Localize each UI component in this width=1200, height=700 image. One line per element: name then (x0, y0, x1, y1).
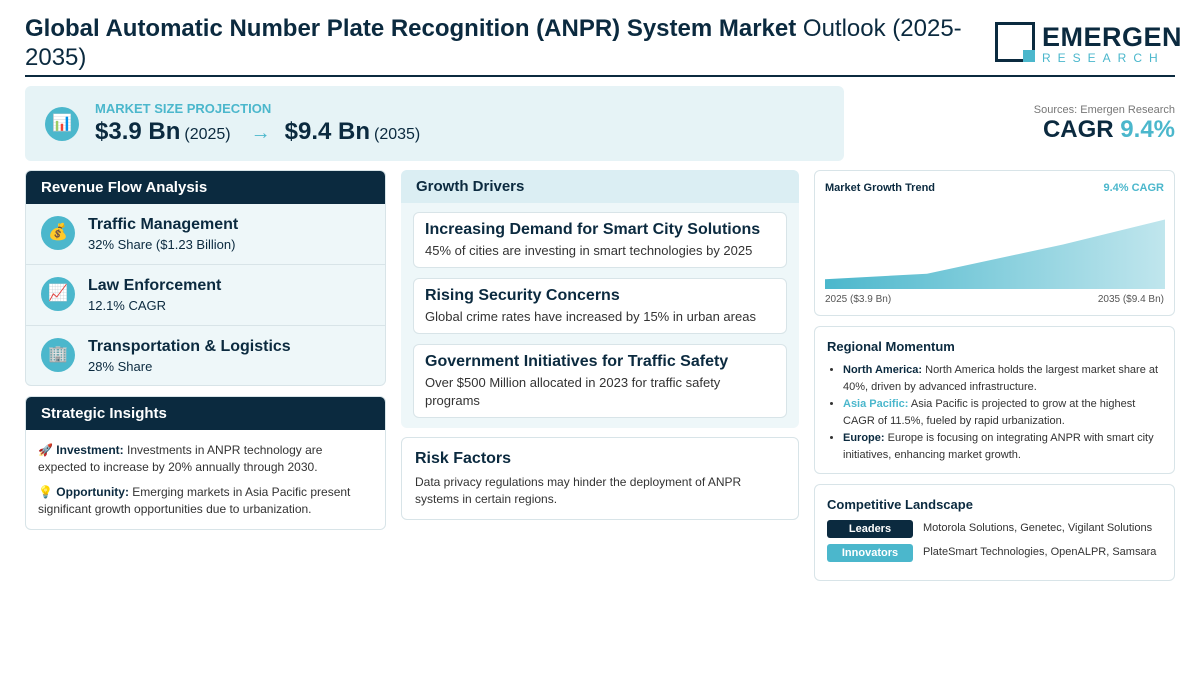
revenue-item-sub: 32% Share ($1.23 Billion) (88, 237, 236, 252)
insight-label: Opportunity: (56, 485, 129, 499)
start-year: (2025) (184, 126, 231, 143)
revenue-flow-panel: Revenue Flow Analysis 💰 Traffic Manageme… (25, 170, 386, 386)
competitor-tag: Leaders (827, 520, 913, 538)
growth-driver-title: Increasing Demand for Smart City Solutio… (425, 221, 761, 238)
competitor-row: Innovators PlateSmart Technologies, Open… (827, 544, 1162, 568)
region-list: North America: North America holds the l… (827, 362, 1162, 464)
sources-text: Sources: Emergen Research (1033, 104, 1175, 116)
risk-factors-heading: Risk Factors (415, 450, 512, 467)
revenue-item-sub: 12.1% CAGR (88, 298, 167, 313)
strategic-insights-body: 🚀 Investment: Investments in ANPR techno… (26, 430, 385, 529)
strategic-insights-panel: Strategic Insights 🚀 Investment: Investm… (25, 396, 386, 530)
trend-cagr: 9.4% CAGR (1103, 182, 1164, 194)
trend-chart-icon: 📈 (41, 277, 75, 311)
revenue-item: 💰 Traffic Management 32% Share ($1.23 Bi… (26, 204, 385, 265)
growth-driver-card: Increasing Demand for Smart City Solutio… (413, 212, 787, 268)
trend-end-label: 2035 ($9.4 Bn) (1097, 294, 1164, 305)
revenue-item-title: Transportation & Logistics (88, 338, 291, 355)
market-growth-trend-panel: Market Growth Trend 9.4% CAGR 2025 ($3.9… (814, 170, 1175, 316)
risk-factors-text: Data privacy regulations may hinder the … (415, 475, 742, 506)
strategic-insights-heading: Strategic Insights (26, 397, 385, 430)
chart-icon: 📊 (45, 107, 79, 141)
insight-item: 💡 Opportunity: Emerging markets in Asia … (38, 484, 373, 518)
competitor-tag: Innovators (827, 544, 913, 562)
page-header: Global Automatic Number Plate Recognitio… (25, 14, 1182, 77)
revenue-item-title: Law Enforcement (88, 277, 222, 294)
growth-driver-card: Government Initiatives for Traffic Safet… (413, 344, 787, 418)
revenue-item-sub: 28% Share (88, 359, 153, 374)
insight-label: Investment: (56, 443, 124, 457)
start-value: $3.9 Bn (95, 118, 181, 145)
risk-factors-panel: Risk Factors Data privacy regulations ma… (401, 437, 799, 520)
competitive-landscape-panel: Competitive Landscape Leaders Motorola S… (814, 484, 1175, 581)
building-icon: 🏢 (41, 338, 75, 372)
region-item: North America: North America holds the l… (843, 362, 1162, 396)
lightbulb-icon: 💡 (38, 485, 53, 499)
insight-text: Investments in ANPR technology are expec… (38, 443, 323, 474)
growth-driver-title: Rising Security Concerns (425, 287, 620, 304)
logo-sub-text: RESEARCH (1042, 51, 1165, 65)
end-year: (2035) (374, 126, 421, 143)
page-title: Global Automatic Number Plate Recognitio… (25, 14, 975, 72)
growth-driver-title: Government Initiatives for Traffic Safet… (425, 353, 729, 370)
money-bag-icon: 💰 (41, 216, 75, 250)
competitor-row: Leaders Motorola Solutions, Genetec, Vig… (827, 520, 1162, 544)
trend-area-series (825, 219, 1165, 289)
projection-values: $3.9 Bn (2025) → $9.4 Bn (2035) (95, 118, 420, 146)
market-size-projection: 📊 MARKET SIZE PROJECTION $3.9 Bn (2025) → $… (25, 86, 844, 161)
trend-start-label: 2025 ($3.9 Bn) (825, 294, 892, 305)
brand-logo: EMERGEN RESEARCH (995, 22, 1182, 65)
region-text: North America holds the largest market s… (843, 364, 1159, 393)
insight-text: Emerging markets in Asia Pacific present… (38, 485, 351, 516)
title-rest: Outlook (2025-2035) (25, 15, 962, 71)
logo-main-text: EMERGEN (1042, 22, 1183, 52)
region-item: Europe: Europe is focusing on integratin… (843, 430, 1162, 464)
growth-driver-card: Rising Security Concerns Global crime ra… (413, 278, 787, 334)
trend-area-chart (825, 219, 1165, 289)
regional-momentum-heading: Regional Momentum (827, 339, 955, 354)
cagr-label: CAGR (1042, 116, 1114, 143)
region-text: Asia Pacific is projected to grow at the… (843, 398, 1136, 427)
competitor-names: PlateSmart Technologies, OpenALPR, Samsa… (923, 546, 1157, 558)
growth-driver-sub: 45% of cities are investing in smart tec… (425, 243, 753, 258)
competitive-landscape-heading: Competitive Landscape (827, 497, 973, 512)
region-text: Europe is focusing on integrating ANPR w… (843, 432, 1154, 461)
logo-mark (995, 22, 1035, 62)
regional-momentum-panel: Regional Momentum North America: North A… (814, 326, 1175, 474)
rocket-icon: 🚀 (38, 443, 53, 457)
growth-driver-sub: Over $500 Million allocated in 2023 for … (425, 375, 721, 408)
trend-heading: Market Growth Trend (825, 182, 936, 194)
projection-label: MARKET SIZE PROJECTION (95, 101, 272, 116)
cagr-value: 9.4% (1120, 116, 1175, 143)
revenue-flow-heading: Revenue Flow Analysis (26, 171, 385, 204)
revenue-item-title: Traffic Management (88, 216, 239, 233)
growth-driver-sub: Global crime rates have increased by 15%… (425, 309, 756, 324)
growth-drivers-panel: Growth Drivers Increasing Demand for Sma… (401, 170, 799, 428)
revenue-item: 🏢 Transportation & Logistics 28% Share (26, 326, 385, 385)
growth-drivers-heading: Growth Drivers (401, 170, 799, 203)
cagr-summary: CAGR 9.4% (1043, 116, 1175, 144)
competitor-names: Motorola Solutions, Genetec, Vigilant So… (923, 522, 1153, 534)
region-item: Asia Pacific: Asia Pacific is projected … (843, 396, 1162, 430)
region-name: Europe: (843, 432, 885, 444)
region-name: North America: (843, 364, 923, 376)
region-name: Asia Pacific: (843, 398, 909, 410)
insight-item: 🚀 Investment: Investments in ANPR techno… (38, 442, 373, 476)
title-bold: Global Automatic Number Plate Recognitio… (25, 15, 797, 42)
arrow-right-icon: → (250, 122, 271, 144)
revenue-item: 📈 Law Enforcement 12.1% CAGR (26, 265, 385, 326)
end-value: $9.4 Bn (284, 118, 370, 145)
